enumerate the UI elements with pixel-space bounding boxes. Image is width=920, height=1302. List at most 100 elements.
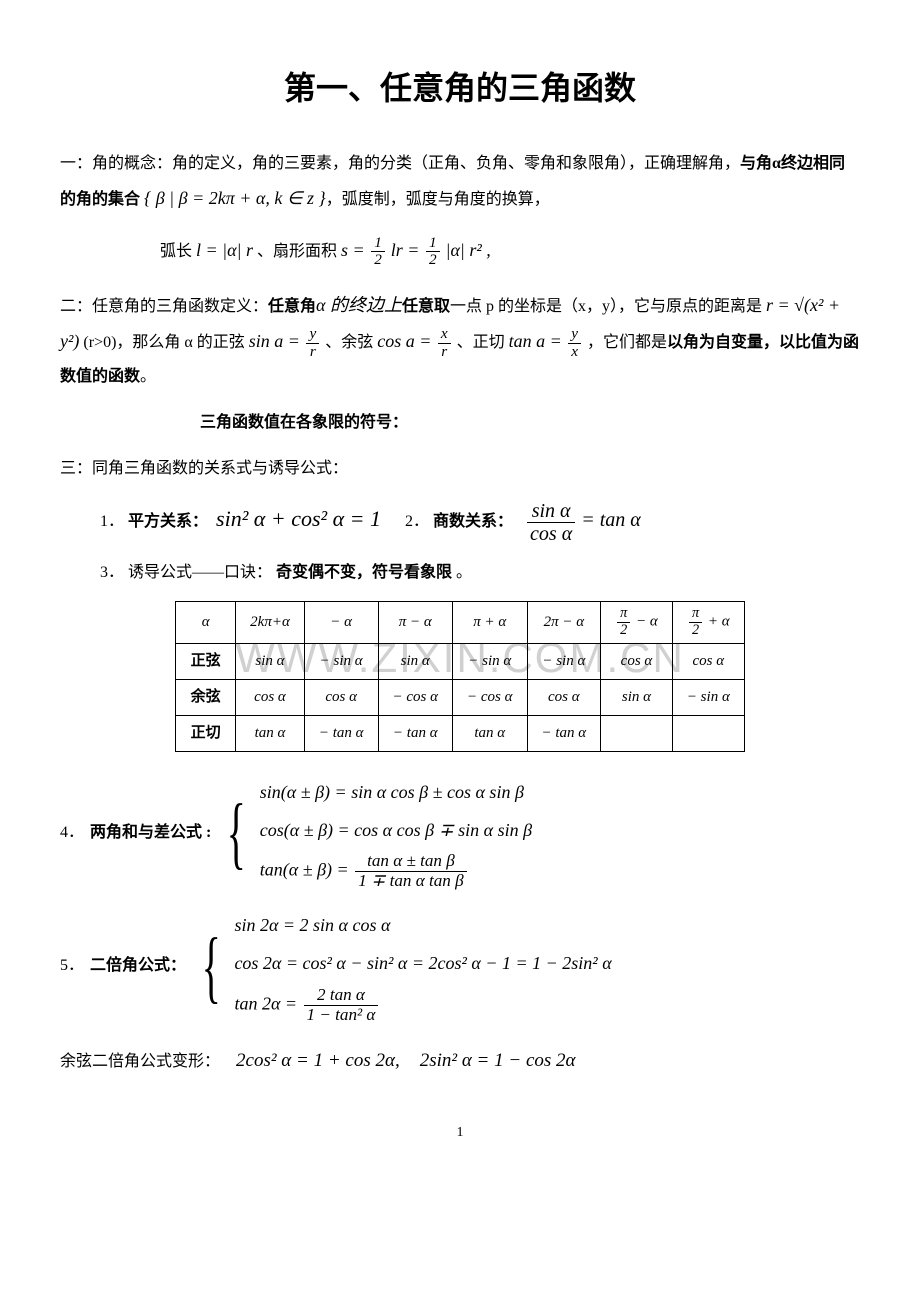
half-frac-1: 12	[371, 235, 385, 269]
hdr-pip: π + α	[453, 602, 528, 643]
sec2-b1: 任意角	[268, 298, 316, 315]
sumdiff-lines: sin(α ± β) = sin α cos β ± cos α sin β c…	[260, 776, 532, 891]
cell: − cos α	[453, 679, 528, 715]
document-content: 第一、任意角的三角函数 一：角的概念：角的定义，角的三要素，角的分类（正角、负角…	[60, 60, 860, 1146]
cell: − tan α	[304, 715, 378, 751]
cos-label: 、余弦	[325, 334, 377, 351]
sec2-t1: ，它们都是	[587, 334, 667, 351]
line3-lhs: tan(α ± β) =	[260, 860, 353, 880]
sec2-m2: 一点 p 的坐标是（x，y），它与原点的距离是	[450, 298, 762, 315]
double-line2: cos 2α = cos² α − sin² α = 2cos² α − 1 =…	[234, 947, 611, 979]
hdr-pi2p: π2 + α	[672, 602, 744, 643]
hdr-pi2m: π2 − α	[601, 602, 673, 643]
table-row: 余弦 cos α cos α − cos α − cos α cos α sin…	[176, 679, 745, 715]
tan-label: 、正切	[457, 334, 509, 351]
section-3-label: 三：同角三角函数的关系式与诱导公式：	[60, 453, 860, 485]
cell: − sin α	[672, 679, 744, 715]
sec2-b2: 任意取	[402, 298, 450, 315]
rel2-label: 商数关系：	[433, 513, 513, 530]
cdv-e2: 2sin² α = 1 − cos 2α	[420, 1050, 576, 1071]
cell: tan α	[453, 715, 528, 751]
frac-den: r	[438, 344, 451, 361]
frac-den: 1 ∓ tan α tan β	[355, 872, 466, 891]
cell: tan α	[236, 715, 305, 751]
frac-den: cos α	[527, 523, 575, 545]
frac-num: 1	[426, 235, 440, 253]
frac-den: 2	[426, 252, 440, 269]
frac-num: 2 tan α	[304, 986, 379, 1006]
hdr-2pim: 2π − α	[527, 602, 601, 643]
pi2p-tail: + α	[704, 614, 730, 630]
double-angle-block: 5． 二倍角公式： { sin 2α = 2 sin α cos α cos 2…	[60, 909, 860, 1024]
sign-heading: 三角函数值在各象限的符号：	[60, 407, 860, 439]
induction-table: α 2kπ+α − α π − α π + α 2π − α π2 − α π2…	[175, 601, 745, 751]
sec1-body: 角的定义，角的三要素，角的分类（正角、负角、零角和象限角），正确理解角，	[172, 155, 740, 172]
page-title: 第一、任意角的三角函数	[60, 60, 860, 118]
r-cond: (r>0)，那么角 α 的正弦	[79, 334, 248, 351]
frac-den: 2	[371, 252, 385, 269]
half-frac-2: 12	[426, 235, 440, 269]
rel3-tail: 。	[456, 564, 472, 581]
set-notation: { β | β = 2kπ + α, k ∈ z }	[144, 188, 326, 208]
table-header-row: α 2kπ+α − α π − α π + α 2π − α π2 − α π2…	[176, 602, 745, 643]
frac-den: 2	[617, 623, 630, 639]
relations-line: 1． 平方关系： sin² α + cos² α = 1 2． 商数关系： si…	[60, 499, 860, 545]
brace-icon: {	[227, 801, 246, 865]
frac-num: π	[617, 606, 630, 623]
line3-frac: 2 tan α1 − tan² α	[304, 986, 379, 1025]
sum-diff-block: 4． 两角和与差公式 : { sin(α ± β) = sin α cos β …	[60, 776, 860, 891]
table-row: 正切 tan α − tan α − tan α tan α − tan α	[176, 715, 745, 751]
cell: − sin α	[453, 643, 528, 679]
cosdouble-variant: 余弦二倍角公式变形： 2cos² α = 1 + cos 2α, 2sin² α…	[60, 1042, 860, 1080]
sumdiff-line1: sin(α ± β) = sin α cos β ± cos α sin β	[260, 776, 532, 808]
cos-frac: xr	[438, 326, 451, 360]
rel3-bold: 奇变偶不变，符号看象限	[276, 564, 452, 581]
arc-label: 弧长	[160, 243, 192, 260]
tan-frac: yx	[568, 326, 581, 360]
rel3-label: 诱导公式——口诀：	[128, 564, 272, 581]
double-line1: sin 2α = 2 sin α cos α	[234, 909, 611, 941]
sumdiff-num: 4．	[60, 819, 84, 848]
sin-lhs: sin a =	[249, 331, 305, 351]
row-label: 余弦	[176, 679, 236, 715]
line3-frac: tan α ± tan β1 ∓ tan α tan β	[355, 852, 466, 891]
rel2-eq: = tan α	[581, 509, 641, 531]
row-label: 正弦	[176, 643, 236, 679]
sec1-tail: ，弧度制，弧度与角度的换算，	[326, 191, 550, 208]
frac-den: 2	[689, 623, 702, 639]
sector-tail: |α| r² ,	[446, 240, 491, 260]
hdr-alpha: α	[176, 602, 236, 643]
frac-den: r	[306, 344, 319, 361]
cell: sin α	[236, 643, 305, 679]
frac-num: π	[689, 606, 702, 623]
cell	[672, 715, 744, 751]
cell: sin α	[601, 679, 673, 715]
cell: cos α	[672, 643, 744, 679]
hdr-neg: − α	[304, 602, 378, 643]
cdv-label: 余弦二倍角公式变形：	[60, 1053, 220, 1070]
sec2-m1: α 的终边上	[316, 295, 402, 315]
row-label: 正切	[176, 715, 236, 751]
cell	[601, 715, 673, 751]
hdr-2kpi: 2kπ+α	[236, 602, 305, 643]
cell: sin α	[378, 643, 453, 679]
section-1: 一：角的概念：角的定义，角的三要素，角的分类（正角、负角、零角和象限角），正确理…	[60, 148, 860, 216]
cell: − sin α	[527, 643, 601, 679]
rel3-num: 3．	[100, 564, 124, 581]
arc-expr: l = |α| r	[196, 240, 253, 260]
sumdiff-line2: cos(α ± β) = cos α cos β ∓ sin α sin β	[260, 814, 532, 846]
cell: cos α	[527, 679, 601, 715]
cell: − tan α	[527, 715, 601, 751]
sumdiff-line3: tan(α ± β) = tan α ± tan β1 ∓ tan α tan …	[260, 852, 532, 891]
sector-label: 、扇形面积	[257, 243, 337, 260]
rel1-num: 1．	[100, 513, 124, 530]
cell: − tan α	[378, 715, 453, 751]
rel1-expr: sin² α + cos² α = 1	[216, 506, 381, 531]
frac-num: x	[438, 326, 451, 344]
line3-lhs: tan 2α =	[234, 993, 301, 1013]
cell: cos α	[236, 679, 305, 715]
double-num: 5．	[60, 952, 84, 981]
table-row: 正弦 sin α − sin α sin α − sin α − sin α c…	[176, 643, 745, 679]
rel2-num: 2．	[405, 513, 429, 530]
sec1-label: 一：角的概念：	[60, 155, 172, 172]
